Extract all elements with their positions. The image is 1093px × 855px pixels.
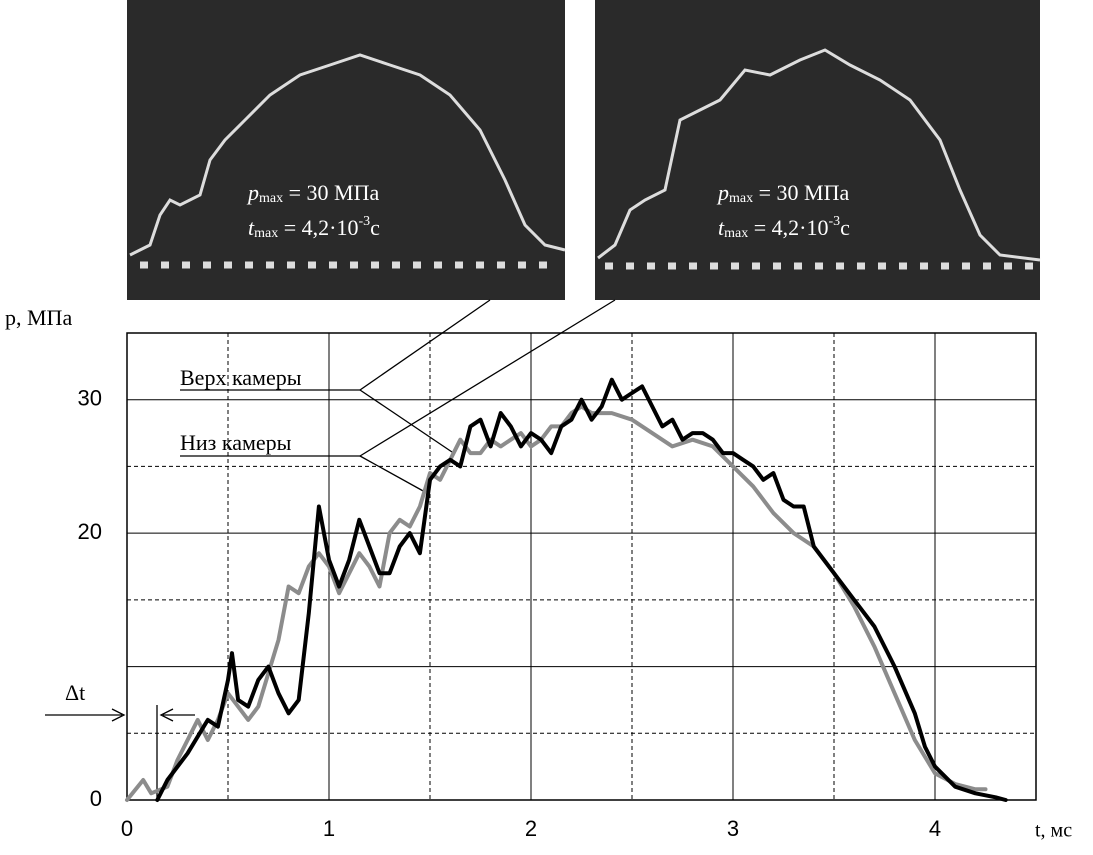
x-tick-label: 1 bbox=[323, 816, 335, 841]
photo-bg bbox=[127, 0, 565, 300]
unit: с bbox=[840, 215, 850, 240]
series-line bbox=[155, 377, 1008, 802]
leader-line bbox=[359, 299, 616, 457]
legend-label: Низ камеры bbox=[180, 430, 292, 455]
sup: -3 bbox=[828, 214, 840, 229]
var: t bbox=[248, 215, 255, 240]
y-tick-label: 20 bbox=[78, 519, 102, 544]
delta-label: Δt bbox=[65, 680, 85, 705]
photo: pmax = 30 МПа tmax = 4,2·10-3с bbox=[127, 0, 566, 300]
sub: max bbox=[724, 226, 748, 241]
rest: = 30 МПа bbox=[753, 180, 849, 205]
leader-line bbox=[359, 455, 426, 493]
unit: с bbox=[370, 215, 380, 240]
legend-label: Верх камеры bbox=[180, 365, 302, 390]
x-tick-label: 2 bbox=[525, 816, 537, 841]
x-axis-label: t, мс bbox=[1035, 820, 1072, 842]
rest: = 30 МПа bbox=[283, 180, 379, 205]
y-axis-label: p, МПа bbox=[5, 305, 72, 330]
photo-bg bbox=[595, 0, 1040, 300]
photo-text: pmax = 30 МПа bbox=[716, 180, 849, 206]
sub: max bbox=[254, 226, 278, 241]
photo-text: tmax = 4,2·10-3с bbox=[248, 214, 380, 241]
sup: -3 bbox=[358, 214, 370, 229]
leader-line bbox=[359, 389, 453, 453]
x-tick-label: 0 bbox=[121, 816, 133, 841]
photo-trace bbox=[597, 48, 1041, 262]
x-tick-label: 3 bbox=[727, 816, 739, 841]
y-tick-label: 30 bbox=[78, 386, 102, 411]
plot-frame bbox=[126, 332, 1037, 801]
leader-line bbox=[359, 299, 491, 391]
annotation-lines bbox=[45, 299, 616, 800]
rest: = 4,2·10 bbox=[278, 215, 358, 240]
photo-text: tmax = 4,2·10-3с bbox=[718, 214, 850, 241]
sub: max bbox=[259, 191, 283, 206]
photo: pmax = 30 МПа tmax = 4,2·10-3с bbox=[595, 0, 1041, 300]
arrow-head bbox=[111, 708, 126, 722]
rest: = 4,2·10 bbox=[748, 215, 828, 240]
var: p bbox=[716, 180, 729, 205]
photo-trace bbox=[129, 53, 566, 257]
var: p bbox=[246, 180, 259, 205]
sub: max bbox=[729, 191, 753, 206]
x-tick-label: 4 bbox=[929, 816, 941, 841]
arrow-head bbox=[159, 708, 174, 722]
var: t bbox=[718, 215, 725, 240]
photo-text: pmax = 30 МПа bbox=[246, 180, 379, 206]
y-tick-label: 0 bbox=[90, 786, 102, 811]
